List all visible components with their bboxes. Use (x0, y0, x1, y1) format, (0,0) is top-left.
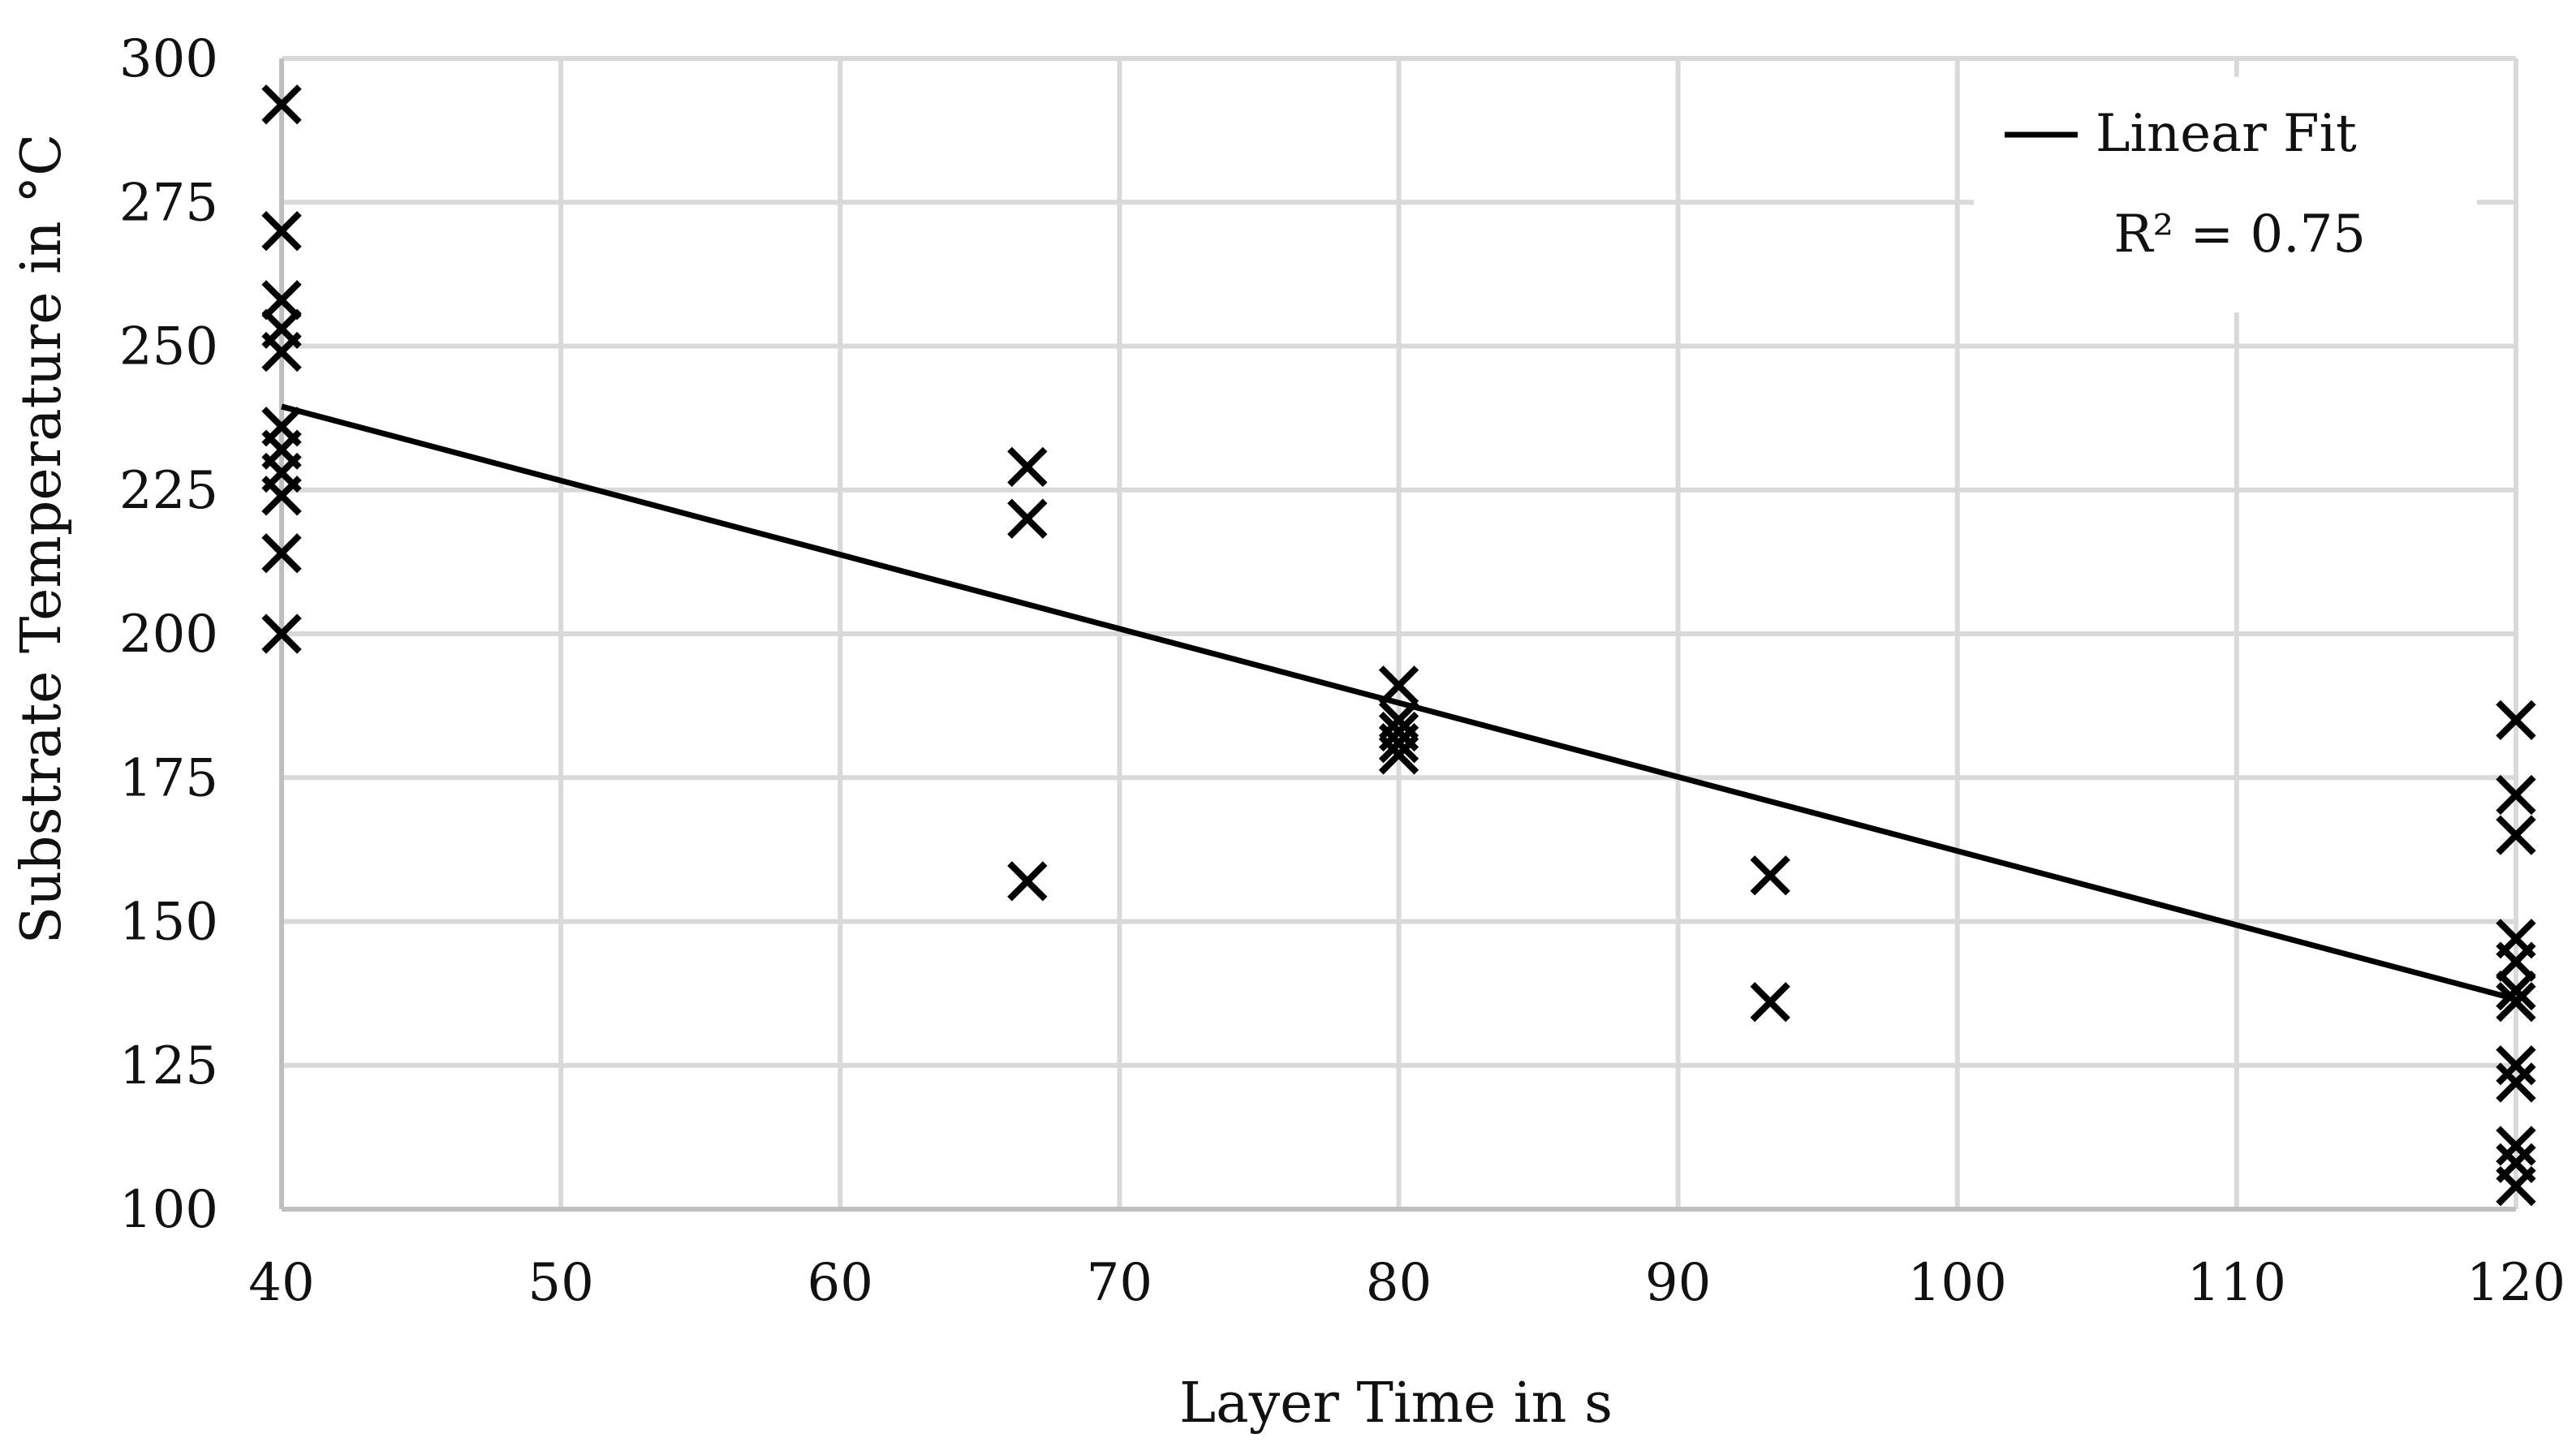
y-tick-label: 300 (119, 29, 218, 89)
x-tick-label: 70 (1087, 1253, 1152, 1313)
data-point-x-marker (2496, 982, 2536, 1023)
y-tick-label: 250 (119, 317, 218, 377)
data-point-x-marker (2496, 774, 2536, 816)
data-point-x-marker (1750, 982, 1790, 1023)
data-point-x-marker (2496, 1062, 2536, 1103)
data-point-x-marker (261, 331, 302, 372)
x-tick-label: 90 (1645, 1253, 1711, 1313)
y-tick-label: 150 (119, 893, 218, 953)
data-point-x-marker (1378, 734, 1419, 775)
data-point-x-marker (2496, 941, 2536, 982)
fit-line-layer (281, 403, 2517, 1002)
y-tick-label: 175 (119, 748, 218, 808)
x-tick-label: 80 (1366, 1253, 1432, 1313)
gridlines (282, 56, 2518, 1209)
x-tick-labels: 40 50 60 70 80 90 100 110 120 (248, 1253, 2565, 1313)
data-point-x-marker (1007, 861, 1048, 902)
x-tick-label: 60 (808, 1253, 873, 1313)
r-squared-annotation: R² = 0.75 (2113, 205, 2366, 265)
data-point-x-marker (1750, 855, 1790, 896)
data-point-x-marker (261, 280, 302, 321)
x-axis-title: Layer Time in s (1179, 1371, 1613, 1436)
data-point-x-marker (2496, 815, 2536, 855)
data-point-x-marker (2496, 1165, 2536, 1207)
y-tick-label: 200 (119, 605, 218, 665)
x-tick-label: 120 (2466, 1253, 2565, 1313)
y-axis-title: Substrate Temperature in °C (10, 134, 74, 945)
data-point-x-marker (261, 84, 302, 125)
y-tick-label: 275 (119, 173, 218, 233)
data-point-x-marker (1378, 723, 1419, 764)
x-tick-label: 40 (248, 1253, 314, 1313)
data-point-x-marker (1378, 665, 1419, 706)
legend: Linear Fit R² = 0.75 (1974, 77, 2477, 312)
x-tick-label: 110 (2187, 1253, 2286, 1313)
y-tick-label: 125 (119, 1036, 218, 1096)
data-point-x-marker (1007, 498, 1048, 539)
y-tick-label: 225 (119, 461, 218, 521)
legend-fit-label: Linear Fit (2096, 104, 2357, 164)
data-point-x-marker (261, 533, 302, 574)
data-point-x-marker (2496, 970, 2536, 1011)
data-points (261, 84, 2536, 1207)
data-point-x-marker (261, 614, 302, 654)
y-tick-label: 100 (119, 1180, 218, 1240)
y-tick-labels: 100 125 150 175 200 225 250 275 300 (119, 29, 218, 1240)
data-point-x-marker (1007, 446, 1048, 488)
data-point-x-marker (261, 476, 302, 516)
linear-fit-line (281, 403, 2517, 1002)
x-tick-label: 100 (1908, 1253, 2007, 1313)
legend-background (1974, 77, 2477, 312)
data-point-x-marker (261, 211, 302, 252)
x-tick-label: 50 (528, 1253, 593, 1313)
data-point-x-marker (2496, 700, 2536, 741)
